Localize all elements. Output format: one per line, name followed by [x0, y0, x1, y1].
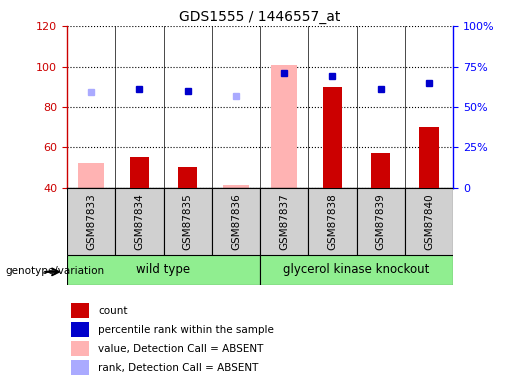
Text: glycerol kinase knockout: glycerol kinase knockout [283, 264, 430, 276]
Bar [405, 188, 453, 255]
Bar [130, 157, 149, 188]
Bar [72, 322, 90, 337]
Bar [419, 127, 439, 188]
Bar [67, 255, 260, 285]
Bar [178, 167, 197, 188]
Bar [371, 153, 390, 188]
Text: GSM87838: GSM87838 [328, 193, 337, 250]
Text: wild type: wild type [136, 264, 191, 276]
Text: genotype/variation: genotype/variation [5, 266, 104, 276]
Text: GSM87833: GSM87833 [86, 193, 96, 250]
Text: GSM87835: GSM87835 [183, 193, 193, 250]
Text: count: count [98, 306, 128, 316]
Text: GSM87837: GSM87837 [279, 193, 289, 250]
Bar [78, 164, 105, 188]
Text: percentile rank within the sample: percentile rank within the sample [98, 325, 274, 334]
Bar [222, 186, 249, 188]
Bar [115, 188, 163, 255]
Bar [260, 255, 453, 285]
Text: GSM87839: GSM87839 [376, 193, 386, 250]
Bar [72, 303, 90, 318]
Bar [323, 87, 342, 188]
Bar [260, 188, 308, 255]
Bar [271, 64, 298, 188]
Bar [163, 188, 212, 255]
Bar [356, 188, 405, 255]
Bar [212, 188, 260, 255]
Bar [308, 188, 356, 255]
Title: GDS1555 / 1446557_at: GDS1555 / 1446557_at [179, 10, 341, 24]
Text: GSM87836: GSM87836 [231, 193, 241, 250]
Bar [72, 360, 90, 375]
Bar [67, 188, 115, 255]
Text: value, Detection Call = ABSENT: value, Detection Call = ABSENT [98, 344, 264, 354]
Bar [72, 341, 90, 356]
Text: GSM87834: GSM87834 [134, 193, 144, 250]
Text: rank, Detection Call = ABSENT: rank, Detection Call = ABSENT [98, 363, 259, 373]
Text: GSM87840: GSM87840 [424, 193, 434, 250]
